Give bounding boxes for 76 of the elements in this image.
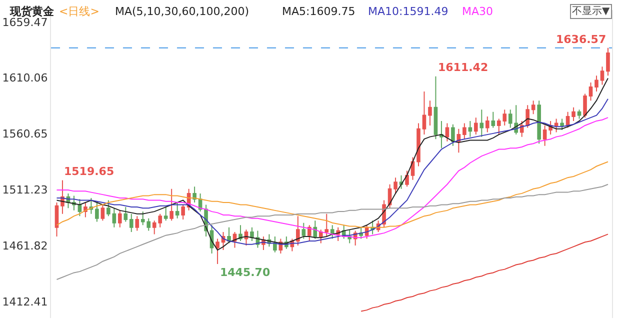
candlestick	[462, 122, 466, 140]
annotation: 1636.57	[556, 33, 606, 46]
candlestick	[394, 177, 398, 194]
candlestick	[216, 238, 220, 264]
line-series	[56, 161, 608, 228]
candlestick	[164, 206, 168, 222]
candlestick	[250, 226, 254, 242]
candlestick	[485, 116, 490, 133]
candlestick	[313, 220, 318, 240]
candlestick	[554, 118, 558, 133]
candlestick	[106, 200, 110, 217]
candlestick	[480, 109, 484, 138]
candlestick	[232, 231, 237, 248]
candlestick	[445, 122, 450, 142]
candlestick	[273, 236, 277, 253]
candlestick	[175, 202, 180, 219]
candlestick	[359, 226, 363, 240]
line-series	[56, 98, 608, 245]
candlestick	[348, 229, 352, 244]
candlestick	[405, 170, 409, 188]
candlestick	[238, 224, 242, 242]
text: MA10:1591.49	[368, 5, 448, 18]
candlestick	[181, 204, 185, 220]
candlestick	[434, 76, 438, 140]
candlestick	[560, 118, 564, 131]
candlestick	[296, 216, 300, 246]
candlestick	[100, 204, 105, 222]
line-series	[56, 184, 608, 280]
candlestick	[451, 124, 455, 146]
candlestick	[416, 122, 420, 167]
annotation: 1519.65	[64, 165, 114, 178]
text: MA5:1609.75	[282, 5, 356, 18]
candlestick	[474, 117, 478, 136]
candlestick	[95, 202, 99, 222]
candlestick	[54, 202, 59, 237]
candlestick	[307, 224, 312, 242]
candlestick	[588, 82, 593, 102]
candlestick	[129, 213, 134, 232]
chart-subtitle: <日线>	[59, 5, 100, 18]
y-tick-label: 1610.06	[2, 72, 48, 85]
candlestick	[456, 128, 461, 154]
text: MA30	[462, 5, 494, 18]
candlestick	[440, 120, 444, 149]
annotation: 1611.42	[438, 61, 488, 74]
candlestick	[112, 208, 116, 228]
candlestick	[422, 91, 426, 136]
y-tick-label: 1461.82	[2, 240, 48, 253]
candlestick	[572, 106, 576, 122]
candlestick	[600, 66, 604, 86]
candlestick	[542, 125, 547, 146]
annotation: MA(5,10,30,60,100,200)	[115, 5, 250, 18]
candlestick	[606, 47, 610, 76]
line-series	[56, 78, 608, 251]
y-tick-label: 1412.41	[2, 296, 48, 309]
line-series	[56, 117, 608, 238]
candlestick	[594, 75, 598, 92]
candlestick	[192, 186, 196, 203]
candlestick	[491, 111, 496, 128]
candlestick	[428, 100, 432, 126]
candlestick	[118, 210, 122, 228]
candlestick	[468, 120, 472, 138]
candlestick	[124, 206, 128, 222]
candlestick	[170, 188, 174, 222]
annotation: 1445.70	[220, 266, 270, 279]
candlestick	[302, 222, 306, 240]
candlestick	[577, 109, 582, 120]
y-tick-label: 1560.65	[2, 128, 48, 141]
candlestick	[537, 100, 541, 144]
candlestick	[531, 100, 536, 115]
y-tick-label: 1511.23	[2, 184, 48, 197]
y-tick-label: 1659.47	[2, 16, 48, 29]
candlestick	[135, 216, 140, 232]
chart-title: 现货黄金	[9, 5, 55, 18]
line-series	[360, 234, 608, 312]
candlestick	[583, 93, 587, 118]
annotation: 不显示▼	[572, 6, 610, 17]
